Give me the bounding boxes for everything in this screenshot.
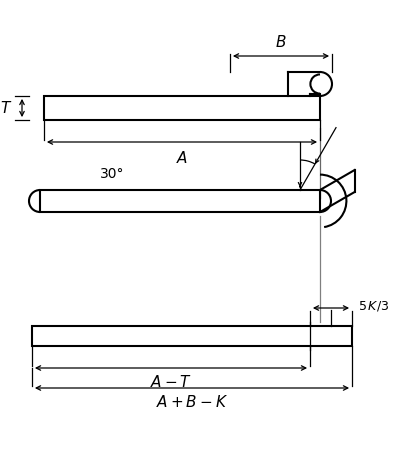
Text: $B$: $B$ [275,34,287,50]
Text: 30°: 30° [100,167,124,181]
Text: $A+B-K$: $A+B-K$ [156,395,228,410]
Text: $A-T$: $A-T$ [150,375,192,390]
Text: $T$: $T$ [0,100,12,116]
Text: $A$: $A$ [176,150,188,166]
Text: $5\,K/3$: $5\,K/3$ [358,299,389,313]
